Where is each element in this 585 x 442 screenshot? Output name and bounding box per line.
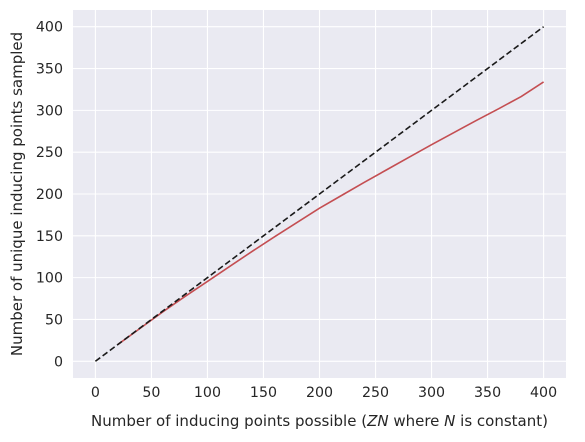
x-tick-labels: 0 50 100 150 200 250 300 350 400	[91, 385, 557, 401]
x-axis-label-part: ZN	[366, 412, 389, 430]
y-tick-label: 0	[54, 354, 63, 370]
y-tick-label: 250	[36, 145, 63, 161]
x-axis-label: Number of inducing points possible (ZN w…	[91, 412, 548, 430]
x-tick-label: 0	[91, 385, 100, 401]
y-tick-label: 200	[36, 187, 63, 203]
x-tick-label: 250	[362, 385, 389, 401]
x-axis-label-part: N	[444, 412, 455, 430]
y-tick-label: 100	[36, 271, 63, 287]
sampled-points-line	[117, 81, 545, 346]
x-tick-label: 350	[474, 385, 501, 401]
series-layer	[94, 26, 545, 362]
y-axis-label: Number of unique inducing points sampled	[8, 32, 26, 356]
y-tick-label: 300	[36, 103, 63, 119]
y-tick-label: 400	[36, 20, 63, 36]
x-tick-label: 150	[250, 385, 277, 401]
x-tick-label: 100	[194, 385, 221, 401]
y-tick-label: 350	[36, 62, 63, 78]
y-tick-label: 150	[36, 229, 63, 245]
x-axis-label-part: is constant)	[455, 412, 548, 430]
x-tick-label: 50	[142, 385, 160, 401]
y-tick-labels: 0 50 100 150 200 250 300 350 400	[36, 20, 63, 371]
x-axis-label-part: where	[389, 412, 445, 430]
x-tick-label: 200	[306, 385, 333, 401]
x-tick-label: 300	[418, 385, 445, 401]
y-tick-label: 50	[45, 312, 63, 328]
x-axis-label-part: Number of inducing points possible (	[91, 412, 367, 430]
x-tick-label: 400	[530, 385, 557, 401]
dashed-reference-line	[94, 26, 545, 362]
